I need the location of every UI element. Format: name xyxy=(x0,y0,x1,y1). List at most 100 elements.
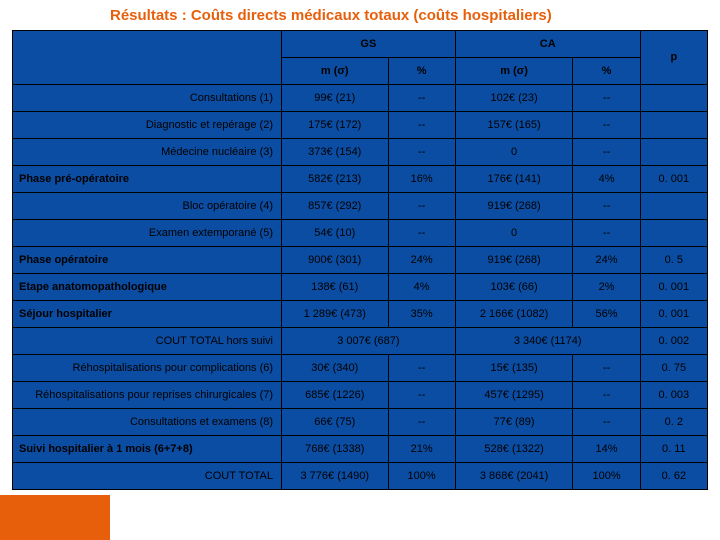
cell-ca-m: 103€ (66) xyxy=(455,274,573,301)
table-row: Consultations et examens (8)66€ (75)--77… xyxy=(13,409,708,436)
row-label: Phase pré-opératoire xyxy=(13,166,282,193)
cell-ca-p: 2% xyxy=(573,274,640,301)
cell-gs-p: -- xyxy=(388,85,455,112)
cell-ca-p: -- xyxy=(573,220,640,247)
header-row-1: GS CA p xyxy=(13,31,708,58)
cell-p: 0. 001 xyxy=(640,274,707,301)
gs-m: m (σ) xyxy=(282,58,388,85)
cell-gs-p: 100% xyxy=(388,463,455,490)
cell-ca-m: 77€ (89) xyxy=(455,409,573,436)
cell-p: 0. 003 xyxy=(640,382,707,409)
table-row: Consultations (1)99€ (21)--102€ (23)-- xyxy=(13,85,708,112)
cell-gs-p: 24% xyxy=(388,247,455,274)
col-gs: GS xyxy=(282,31,456,58)
row-label: COUT TOTAL xyxy=(13,463,282,490)
row-label: Consultations (1) xyxy=(13,85,282,112)
cell-ca-m: 176€ (141) xyxy=(455,166,573,193)
cell-p: 0. 001 xyxy=(640,301,707,328)
cell-p: 0. 001 xyxy=(640,166,707,193)
row-label: Bloc opératoire (4) xyxy=(13,193,282,220)
cell-p: 0. 11 xyxy=(640,436,707,463)
row-label: Consultations et examens (8) xyxy=(13,409,282,436)
cell-p xyxy=(640,139,707,166)
table-row: Diagnostic et repérage (2)175€ (172) --15… xyxy=(13,112,708,139)
cell-gs-p: -- xyxy=(388,382,455,409)
ca-m: m (σ) xyxy=(455,58,573,85)
row-label: Examen extemporané (5) xyxy=(13,220,282,247)
cell-ca-p: -- xyxy=(573,355,640,382)
cell-gs-m: 99€ (21) xyxy=(282,85,388,112)
col-ca: CA xyxy=(455,31,640,58)
table-container: GS CA p m (σ) % m (σ) % Consultations (1… xyxy=(0,30,720,490)
cell-ca: 3 340€ (1174) xyxy=(455,328,640,355)
cell-ca-p: 14% xyxy=(573,436,640,463)
cell-gs-m: 768€ (1338) xyxy=(282,436,388,463)
cell-ca-m: 2 166€ (1082) xyxy=(455,301,573,328)
cell-ca-p: 100% xyxy=(573,463,640,490)
table-row: Médecine nucléaire (3)373€ (154)--0-- xyxy=(13,139,708,166)
cell-gs-m: 685€ (1226) xyxy=(282,382,388,409)
accent-strip xyxy=(0,495,110,540)
cell-ca-m: 457€ (1295) xyxy=(455,382,573,409)
cell-gs-m: 582€ (213) xyxy=(282,166,388,193)
cell-gs-m: 66€ (75) xyxy=(282,409,388,436)
cell-ca-m: 919€ (268) xyxy=(455,247,573,274)
row-label: Phase opératoire xyxy=(13,247,282,274)
cell-ca-m: 3 868€ (2041) xyxy=(455,463,573,490)
cell-gs-m: 1 289€ (473) xyxy=(282,301,388,328)
row-label: Etape anatomopathologique xyxy=(13,274,282,301)
row-label: Réhospitalisations pour complications (6… xyxy=(13,355,282,382)
cell-ca-p: -- xyxy=(573,112,640,139)
cell-ca-p: -- xyxy=(573,382,640,409)
col-p: p xyxy=(640,31,707,85)
page-title: Résultats : Coûts directs médicaux totau… xyxy=(0,0,720,30)
cell-gs-m: 857€ (292) xyxy=(282,193,388,220)
cell-gs-m: 900€ (301) xyxy=(282,247,388,274)
cell-gs-p: 21% xyxy=(388,436,455,463)
cell-gs-m: 30€ (340) xyxy=(282,355,388,382)
row-label: Médecine nucléaire (3) xyxy=(13,139,282,166)
costs-table: GS CA p m (σ) % m (σ) % Consultations (1… xyxy=(12,30,708,490)
cell-ca-p: -- xyxy=(573,409,640,436)
cell-ca-p: -- xyxy=(573,139,640,166)
table-row: COUT TOTAL3 776€ (1490)100%3 868€ (2041)… xyxy=(13,463,708,490)
table-row: Phase opératoire900€ (301)24%919€ (268)2… xyxy=(13,247,708,274)
cell-gs-p: 4% xyxy=(388,274,455,301)
table-row: Bloc opératoire (4)857€ (292)--919€ (268… xyxy=(13,193,708,220)
table-row: Réhospitalisations pour complications (6… xyxy=(13,355,708,382)
cell-p: 0. 002 xyxy=(640,328,707,355)
cell-ca-m: 0 xyxy=(455,139,573,166)
cell-gs-m: 54€ (10) xyxy=(282,220,388,247)
cell-gs-m: 3 776€ (1490) xyxy=(282,463,388,490)
cell-gs-p: -- xyxy=(388,409,455,436)
cell-gs-p: 16% xyxy=(388,166,455,193)
cell-gs-m: 138€ (61) xyxy=(282,274,388,301)
cell-p: 0. 2 xyxy=(640,409,707,436)
cell-gs-p: -- xyxy=(388,355,455,382)
cell-ca-m: 0 xyxy=(455,220,573,247)
cell-ca-m: 157€ (165) xyxy=(455,112,573,139)
cell-gs-p: -- xyxy=(388,193,455,220)
cell-ca-m: 919€ (268) xyxy=(455,193,573,220)
table-row: Etape anatomopathologique138€ (61)4%103€… xyxy=(13,274,708,301)
row-label: Réhospitalisations pour reprises chirurg… xyxy=(13,382,282,409)
cell-p xyxy=(640,220,707,247)
cell-gs: 3 007€ (687) xyxy=(282,328,456,355)
cell-ca-p: 56% xyxy=(573,301,640,328)
row-label: Suivi hospitalier à 1 mois (6+7+8) xyxy=(13,436,282,463)
ca-pct: % xyxy=(573,58,640,85)
table-row: Réhospitalisations pour reprises chirurg… xyxy=(13,382,708,409)
cell-ca-p: 4% xyxy=(573,166,640,193)
cell-p xyxy=(640,193,707,220)
cell-ca-p: 24% xyxy=(573,247,640,274)
cell-ca-m: 15€ (135) xyxy=(455,355,573,382)
row-label: COUT TOTAL hors suivi xyxy=(13,328,282,355)
table-row: Séjour hospitalier1 289€ (473)35%2 166€ … xyxy=(13,301,708,328)
cell-p: 0. 62 xyxy=(640,463,707,490)
cell-gs-p: 35% xyxy=(388,301,455,328)
cell-p: 0. 75 xyxy=(640,355,707,382)
cell-ca-p: -- xyxy=(573,193,640,220)
row-label: Diagnostic et repérage (2) xyxy=(13,112,282,139)
cell-gs-p: -- xyxy=(388,220,455,247)
cell-gs-m: 175€ (172) xyxy=(282,112,388,139)
